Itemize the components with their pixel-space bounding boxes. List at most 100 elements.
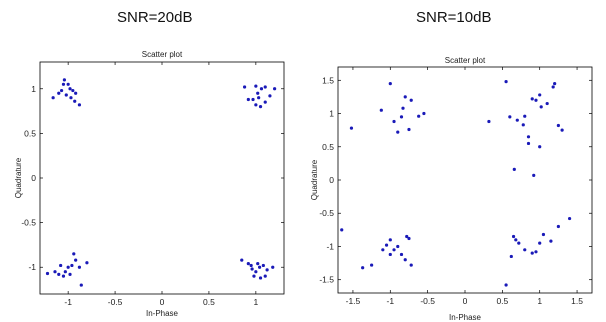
y-axis-label: Quadrature [14,157,23,198]
y-tick-label: 1 [329,109,334,119]
scatter-point [388,82,392,86]
y-tick-label: -1 [28,262,36,272]
scatter-point [541,232,546,237]
scatter-point [85,261,89,265]
scatter-point [258,276,263,280]
x-tick-label: 1.5 [571,296,583,306]
x-tick-label: 0 [463,296,468,306]
scatter-point [271,265,275,269]
scatter-point [361,266,365,270]
scatter-point [70,263,74,268]
scatter-point [515,118,519,122]
scatter-point [538,241,542,245]
x-tick-label: 0 [160,297,165,307]
scatter-point [560,128,564,132]
scatter-point [69,96,73,100]
scatter-point [403,258,407,262]
scatter-point [71,88,75,93]
scatter-point [379,108,383,112]
snr-10db-heading: SNR=10dB [416,9,492,26]
scatter-point [72,252,76,256]
y-tick-label: -0.5 [21,218,36,228]
scatter-point [388,238,392,242]
scatter-point [256,91,260,95]
scatter-point [532,173,536,177]
scatter-point [508,115,512,119]
scatter-point [381,248,385,252]
scatter-point [504,80,508,84]
scatter-point [62,78,66,82]
scatter-point [511,234,516,239]
scatter-point [256,262,260,266]
scatter-point [263,100,267,104]
scatter-point [401,106,405,110]
scatter-point [252,274,256,278]
scatter-point [417,114,421,118]
scatter-point [526,141,531,146]
x-axis-label: In-Phase [449,313,482,322]
scatter-point [340,228,344,232]
scatter-point [57,91,61,95]
scatter-point [64,93,68,97]
x-tick-label: 0.5 [203,297,215,307]
scatter-point [538,145,542,149]
scatter-point [523,114,527,118]
scatter-point [392,248,396,252]
scatter-point [370,263,374,267]
y-tick-label: 0 [329,175,334,185]
scatter-point [567,216,572,221]
scatter-point [388,252,392,257]
y-tick-label: 0.5 [322,142,334,152]
scatter-point [73,99,77,103]
scatter-point [254,270,258,274]
scatter-point [240,258,244,262]
scatter-point [68,272,72,276]
scatter-point [521,123,525,127]
scatter-point [258,105,263,109]
scatter-point [409,98,413,102]
scatter-point [523,248,527,252]
scatter-point [551,85,555,89]
x-tick-label: 1 [537,296,542,306]
plot-title: Scatter plot [142,50,183,59]
scatter-point [530,251,534,255]
scatter-point [263,85,267,89]
scatter-point [403,95,407,99]
y-tick-label: 0.5 [24,128,36,138]
scatter-point [258,265,262,269]
scatter-point [530,97,534,101]
scatter-point [61,82,66,86]
scatter-point [384,243,389,247]
scatter-point [509,254,513,259]
scatter-point [63,270,67,274]
scatter-point [396,130,400,134]
scatter-point [534,250,538,254]
x-tick-label: -0.5 [420,296,435,306]
scatter-point [265,268,269,272]
scatter-point [526,135,531,139]
plot-title: Scatter plot [445,56,486,65]
y-tick-label: -0.5 [319,208,334,218]
scatter-point [79,283,83,287]
scatter-point [409,263,413,267]
scatter-point [553,82,557,86]
x-tick-label: -1.5 [346,296,361,306]
scatter-point [517,241,521,245]
scatter-point [556,123,560,128]
scatter-point [68,87,72,91]
scatter-point [66,82,70,86]
scatter-point [422,111,426,116]
x-axis-label: In-Phase [146,309,179,318]
scatter-point [59,88,64,93]
y-tick-label: 1 [31,84,36,94]
scatter-point [549,239,553,243]
scatter-point [254,84,258,88]
scatter-point [61,274,66,278]
scatter-point [263,274,267,278]
scatter-point [251,97,255,102]
y-tick-label: 0 [31,173,36,183]
scatter-point [407,236,411,241]
scatter-point [261,263,265,268]
x-tick-label: -1 [387,296,395,306]
scatter-point [257,96,261,100]
